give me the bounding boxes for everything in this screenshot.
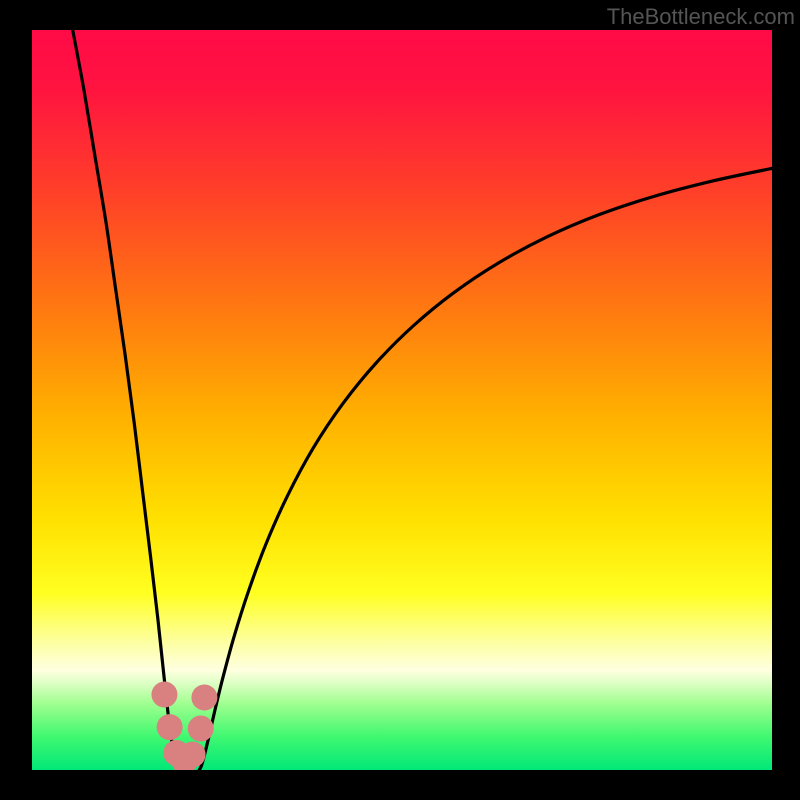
- watermark-text: TheBottleneck.com: [607, 4, 795, 30]
- minimum-marker: [151, 682, 177, 708]
- minimum-marker: [188, 716, 214, 742]
- plot-area: [32, 30, 772, 770]
- minimum-markers: [151, 682, 217, 770]
- minimum-marker: [191, 684, 217, 710]
- minimum-marker: [180, 741, 206, 767]
- curve-right: [199, 168, 772, 770]
- minimum-marker: [157, 714, 183, 740]
- curve-left: [73, 30, 180, 770]
- canvas-root: TheBottleneck.com: [0, 0, 800, 800]
- curve-layer: [32, 30, 772, 770]
